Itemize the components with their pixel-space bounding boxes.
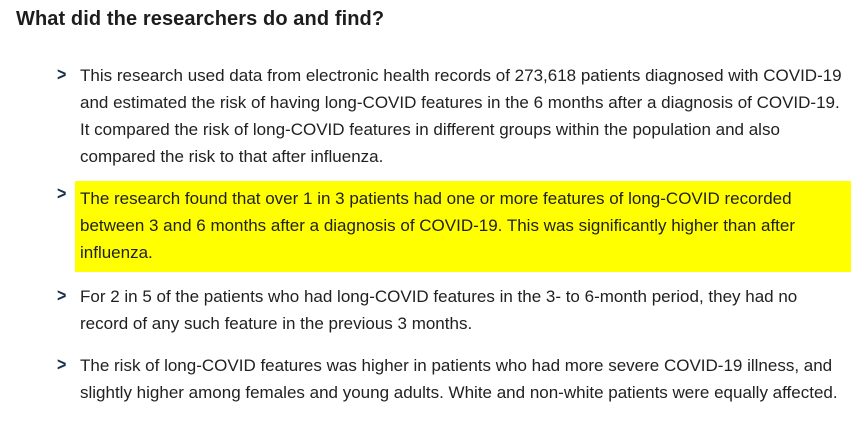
highlighted-bullet-text: The research found that over 1 in 3 pati…: [75, 181, 851, 272]
bullet-item: > For 2 in 5 of the patients who had lon…: [57, 283, 845, 337]
bullet-item: > This research used data from electroni…: [57, 62, 845, 170]
bullet-text: This research used data from electronic …: [80, 66, 842, 166]
bullet-text: For 2 in 5 of the patients who had long-…: [80, 287, 798, 333]
summary-bullet-list: > This research used data from electroni…: [57, 62, 851, 406]
bullet-text: The risk of long-COVID features was high…: [80, 356, 838, 402]
chevron-right-icon: >: [57, 355, 67, 376]
chevron-right-icon: >: [57, 286, 67, 307]
bullet-item: > The research found that over 1 in 3 pa…: [57, 181, 851, 272]
chevron-right-icon: >: [57, 65, 67, 86]
section-heading: What did the researchers do and find?: [16, 8, 385, 30]
chevron-right-icon: >: [57, 184, 67, 205]
bullet-item: > The risk of long-COVID features was hi…: [57, 352, 845, 406]
